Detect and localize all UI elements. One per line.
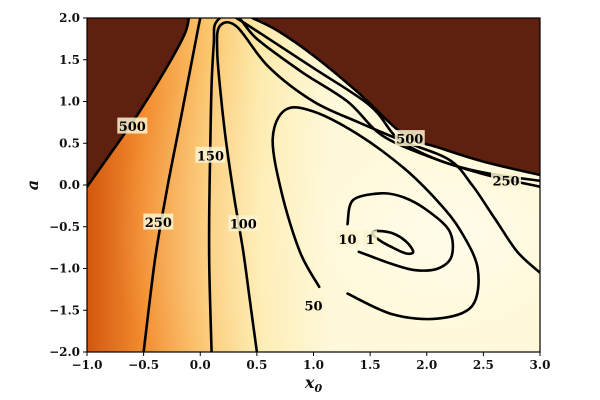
x-tick-label-7: 2.5	[473, 358, 494, 372]
contour-line-50-2	[271, 105, 480, 321]
contour-label-bg-3	[228, 215, 259, 232]
y-axis-title: a	[23, 180, 42, 190]
x-axis-title-subscript: 0	[314, 382, 322, 395]
x-axis-ticks: −1.0 −0.5 0.0 0.5 1.0 1.5 2.0 2.5 3.0	[72, 352, 551, 372]
y-axis-ticks: −2.0 −1.5 −1.0 −0.5 0.0 0.5 1.0 1.5 2.0	[49, 11, 87, 359]
contour-label-bg-6	[491, 171, 522, 188]
contour-label-bg-4	[195, 146, 226, 163]
contour-label-500-7: 500	[119, 120, 146, 135]
contour-line-500-7	[87, 18, 191, 188]
x-tick-label-3: 0.5	[246, 358, 267, 372]
contour-line-250-5	[142, 18, 202, 352]
high-value-region-right	[252, 18, 540, 175]
contour-label-150-4: 150	[197, 149, 224, 164]
contour-line-500-8	[251, 18, 540, 177]
contour-label-500-8: 500	[396, 133, 423, 148]
contour-label-bg-2	[302, 297, 325, 314]
x-tick-label-4: 1.0	[303, 358, 324, 372]
contour-label-bg-7	[117, 117, 148, 134]
x-axis-title: x0	[304, 373, 323, 395]
contour-label-10-1: 10	[338, 233, 356, 248]
contour-line-10-1	[346, 191, 455, 272]
y-tick-label-8: 2.0	[59, 11, 80, 25]
contour-labels: 1 10 50 100 150 250 250 500 500	[117, 117, 522, 315]
x-tick-label-0: −1.0	[72, 358, 103, 372]
contour-label-bg-0	[363, 230, 378, 247]
y-tick-label-4: 0.0	[59, 178, 80, 192]
x-tick-label-5: 1.5	[360, 358, 381, 372]
y-tick-label-7: 1.5	[59, 53, 80, 67]
contour-label-250-6: 250	[492, 174, 519, 189]
y-tick-label-1: −1.5	[49, 303, 80, 317]
contour-lines	[87, 18, 540, 352]
contour-label-50-2: 50	[304, 300, 322, 315]
plot-area: 1 10 50 100 150 250 250 500 500	[87, 18, 540, 352]
x-tick-label-8: 3.0	[530, 358, 551, 372]
contour-label-100-3: 100	[230, 218, 257, 233]
x-tick-label-6: 2.0	[416, 358, 437, 372]
contour-label-bg-5	[143, 213, 174, 230]
x-tick-label-2: 0.0	[190, 358, 211, 372]
contour-line-250-6	[235, 18, 540, 183]
x-tick-label-1: −0.5	[128, 358, 159, 372]
y-tick-label-2: −1.0	[49, 262, 80, 276]
contour-label-250-5: 250	[145, 216, 172, 231]
contour-line-100-3	[215, 21, 540, 352]
high-value-region-left	[87, 18, 189, 187]
y-tick-label-3: −0.5	[49, 220, 80, 234]
contour-line-150-4	[207, 18, 540, 352]
y-tick-label-5: 0.5	[59, 136, 80, 150]
contour-label-bg-8	[394, 130, 425, 147]
y-tick-label-6: 1.0	[59, 95, 80, 109]
y-tick-label-0: −2.0	[49, 345, 80, 359]
contour-label-1-0: 1	[366, 233, 375, 248]
x-axis-title-main: x	[304, 373, 315, 392]
contour-label-bg-1	[336, 230, 359, 247]
